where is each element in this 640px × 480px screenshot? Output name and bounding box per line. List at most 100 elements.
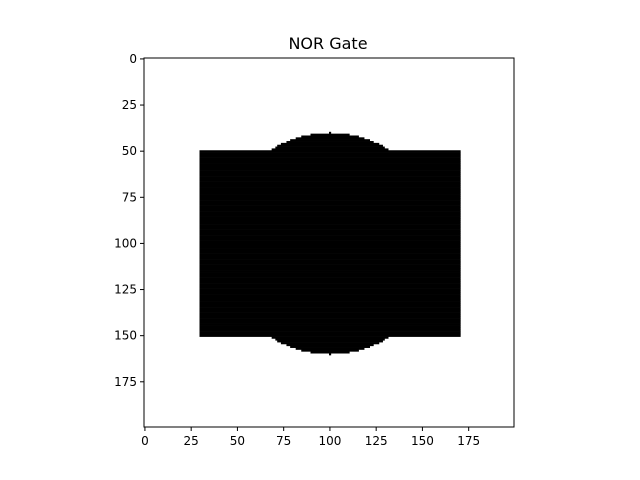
pixel-run xyxy=(199,272,461,275)
pixel-run xyxy=(199,248,461,251)
y-tick-label: 175 xyxy=(114,375,137,389)
y-tick-label: 50 xyxy=(122,144,137,158)
pixel-run xyxy=(199,185,461,188)
pixel-run xyxy=(199,214,461,217)
pixel-run xyxy=(329,131,332,134)
y-tick-label: 125 xyxy=(114,283,137,297)
pixel-run xyxy=(199,177,461,181)
pixel-run xyxy=(199,220,461,223)
pixel-run xyxy=(199,218,461,221)
pixel-run xyxy=(199,212,461,216)
pixel-run xyxy=(199,257,461,260)
pixel-run xyxy=(280,342,380,345)
pixel-run xyxy=(199,152,461,155)
pixel-run xyxy=(199,244,461,247)
pixel-run xyxy=(199,205,461,208)
pixel-run xyxy=(280,142,380,146)
x-axis: 0 25 50 75 100 125 150 175 xyxy=(141,427,480,448)
pixel-run xyxy=(199,225,461,229)
y-axis: 0 25 50 75 100 125 150 175 xyxy=(114,52,144,389)
pixel-run xyxy=(199,222,461,225)
pixel-run xyxy=(199,266,461,269)
pixel-run xyxy=(199,314,461,317)
pixel-run xyxy=(199,290,461,293)
pixel-run xyxy=(277,340,383,343)
y-tick-label: 0 xyxy=(129,52,137,66)
pixel-run xyxy=(199,308,461,312)
pixel-run xyxy=(199,153,461,157)
pixel-run xyxy=(199,201,461,205)
pixel-run xyxy=(199,321,461,324)
pixel-run xyxy=(199,187,461,190)
pixel-run xyxy=(271,336,389,339)
pixel-run xyxy=(199,236,461,240)
pixel-run xyxy=(290,139,370,142)
pixel-run xyxy=(199,183,461,186)
pixel-run xyxy=(199,150,461,153)
y-tick-label: 75 xyxy=(122,190,137,204)
pixel-run xyxy=(199,207,461,210)
x-tick-label: 75 xyxy=(276,434,291,448)
pixel-run xyxy=(199,277,461,280)
pixel-run xyxy=(290,345,370,348)
pixel-run xyxy=(199,332,461,336)
pixel-run xyxy=(199,323,461,326)
pixel-run xyxy=(199,303,461,306)
pixel-run xyxy=(199,284,461,288)
pixel-run xyxy=(199,170,461,173)
pixel-run xyxy=(199,246,461,249)
pixel-run xyxy=(199,231,461,234)
pixel-run xyxy=(301,349,359,352)
pixel-run xyxy=(199,189,461,192)
pixel-run xyxy=(199,165,461,168)
pixel-run xyxy=(199,216,461,219)
pixel-run xyxy=(295,347,365,350)
pixel-run xyxy=(199,310,461,313)
pixel-run xyxy=(199,319,461,323)
pixel-run xyxy=(199,192,461,195)
pixel-run xyxy=(199,312,461,315)
pixel-run xyxy=(199,262,461,265)
pixel-run xyxy=(199,253,461,256)
pixel-run xyxy=(199,249,461,253)
pixel-run xyxy=(199,200,461,203)
pixel-run xyxy=(199,316,461,319)
pixel-run xyxy=(199,155,461,158)
pixel-run xyxy=(275,146,385,149)
pixel-run xyxy=(199,209,461,212)
pixel-run xyxy=(199,275,461,278)
pixel-run xyxy=(271,148,389,151)
pixel-run xyxy=(199,251,461,254)
x-tick-label: 125 xyxy=(365,434,388,448)
pixel-run xyxy=(199,329,461,332)
pixel-run xyxy=(199,270,461,273)
pixel-run xyxy=(199,229,461,232)
pixel-run xyxy=(199,255,461,258)
pixel-run xyxy=(199,325,461,328)
pixel-run xyxy=(199,268,461,271)
pixel-run xyxy=(199,174,461,177)
y-tick-label: 100 xyxy=(114,236,137,250)
pixel-run xyxy=(199,286,461,289)
pixel-run xyxy=(199,331,461,334)
y-tick-label: 25 xyxy=(122,98,137,112)
pixel-run xyxy=(199,281,461,284)
chart-title: NOR Gate xyxy=(288,34,367,53)
y-tick-label: 150 xyxy=(114,329,137,343)
pixel-run xyxy=(199,264,461,267)
pixel-run xyxy=(199,288,461,291)
x-tick-label: 175 xyxy=(457,434,480,448)
pixel-run xyxy=(199,294,461,297)
pixel-run xyxy=(310,133,350,136)
pixel-run xyxy=(199,194,461,197)
pixel-run xyxy=(199,196,461,199)
pixel-run xyxy=(310,351,350,354)
pixel-run xyxy=(199,297,461,300)
pixel-run xyxy=(329,353,332,356)
pixel-run xyxy=(199,235,461,238)
pixel-run xyxy=(199,163,461,166)
pixel-run xyxy=(286,343,374,347)
pixel-run xyxy=(199,161,461,164)
pixel-run xyxy=(199,301,461,304)
